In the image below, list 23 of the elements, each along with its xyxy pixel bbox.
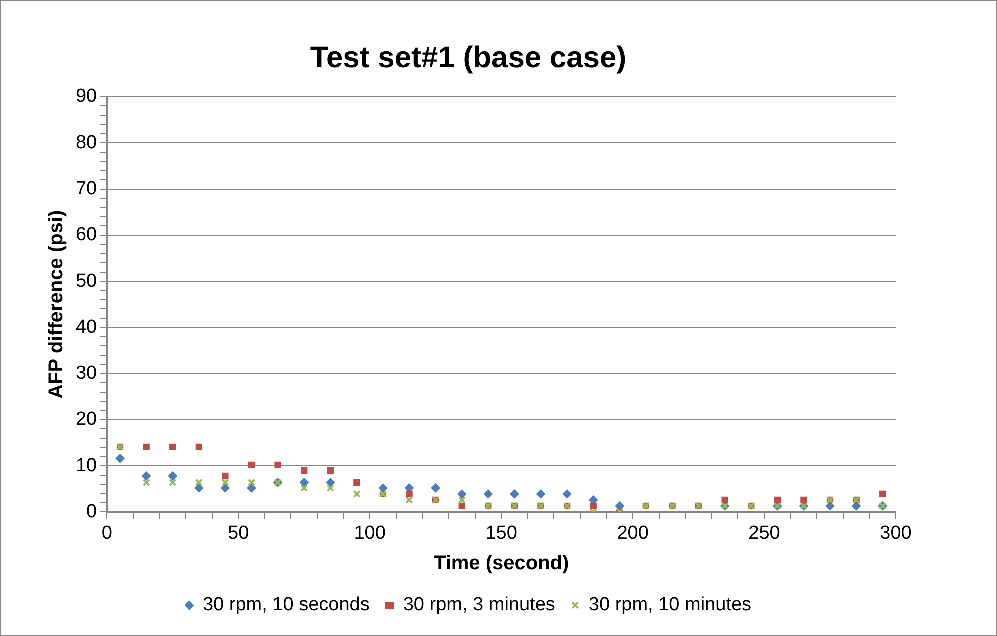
y-tick-label: 10 xyxy=(76,455,98,476)
x-tick-label: 300 xyxy=(880,522,912,544)
y-tick-label: 0 xyxy=(86,501,98,522)
y-tick-label: 30 xyxy=(76,363,98,384)
x-axis-title: Time (second) xyxy=(434,552,570,575)
y-tick-label: 50 xyxy=(76,270,98,292)
legend-label: 30 rpm, 3 minutes xyxy=(403,594,556,616)
legend-label: 30 rpm, 10 minutes xyxy=(588,594,752,616)
x-tick-label: 150 xyxy=(486,522,518,544)
y-tick-label: 40 xyxy=(76,316,98,338)
x-tick-label: 200 xyxy=(617,522,649,544)
x-tick-label: 50 xyxy=(228,522,250,544)
y-tick-label: 60 xyxy=(76,224,98,246)
y-tick-label: 90 xyxy=(76,86,98,108)
y-axis-title: AFP difference (psi) xyxy=(46,210,68,399)
y-tick-label: 80 xyxy=(76,132,98,154)
y-tick-label: 20 xyxy=(76,409,98,430)
chart-title: Test set#1 (base case) xyxy=(310,41,627,74)
x-tick-label: 100 xyxy=(354,522,386,544)
x-tick-label: 0 xyxy=(102,522,112,544)
y-tick-label: 70 xyxy=(76,178,98,200)
legend-label: 30 rpm, 10 seconds xyxy=(202,594,370,616)
x-tick-label: 250 xyxy=(748,522,780,544)
